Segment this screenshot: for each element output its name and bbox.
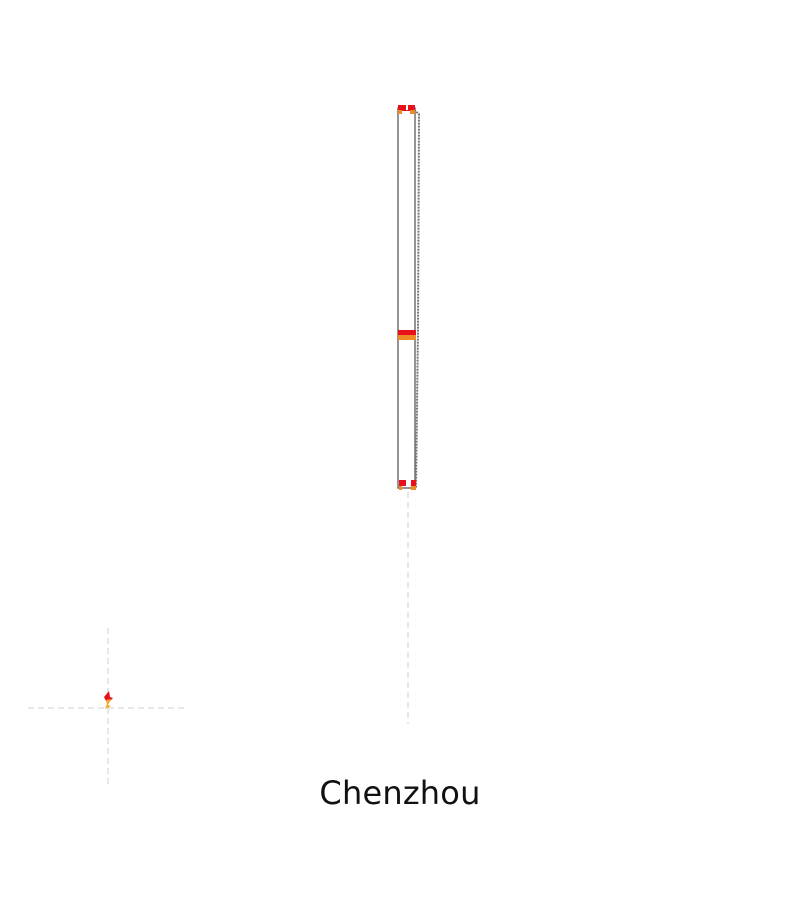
middle-marker-red [398,330,416,335]
bottom-marker-orange-right [411,486,416,490]
bottom-marker-red-right [411,480,416,486]
middle-marker-orange [398,335,416,340]
top-marker-orange-right [410,110,415,114]
bottom-marker-orange-left [399,486,402,490]
top-marker-orange-left [398,110,402,114]
structure-outline [397,107,416,489]
bottom-marker-red [399,480,406,486]
caption-label: Chenzhou [319,774,481,812]
flame-marker-icon [104,691,113,709]
top-marker [398,105,415,114]
small-crosshair [28,628,188,788]
tall-structure [397,107,421,489]
middle-marker [398,330,416,340]
top-marker-gap [406,105,408,110]
bottom-marker [399,480,416,490]
